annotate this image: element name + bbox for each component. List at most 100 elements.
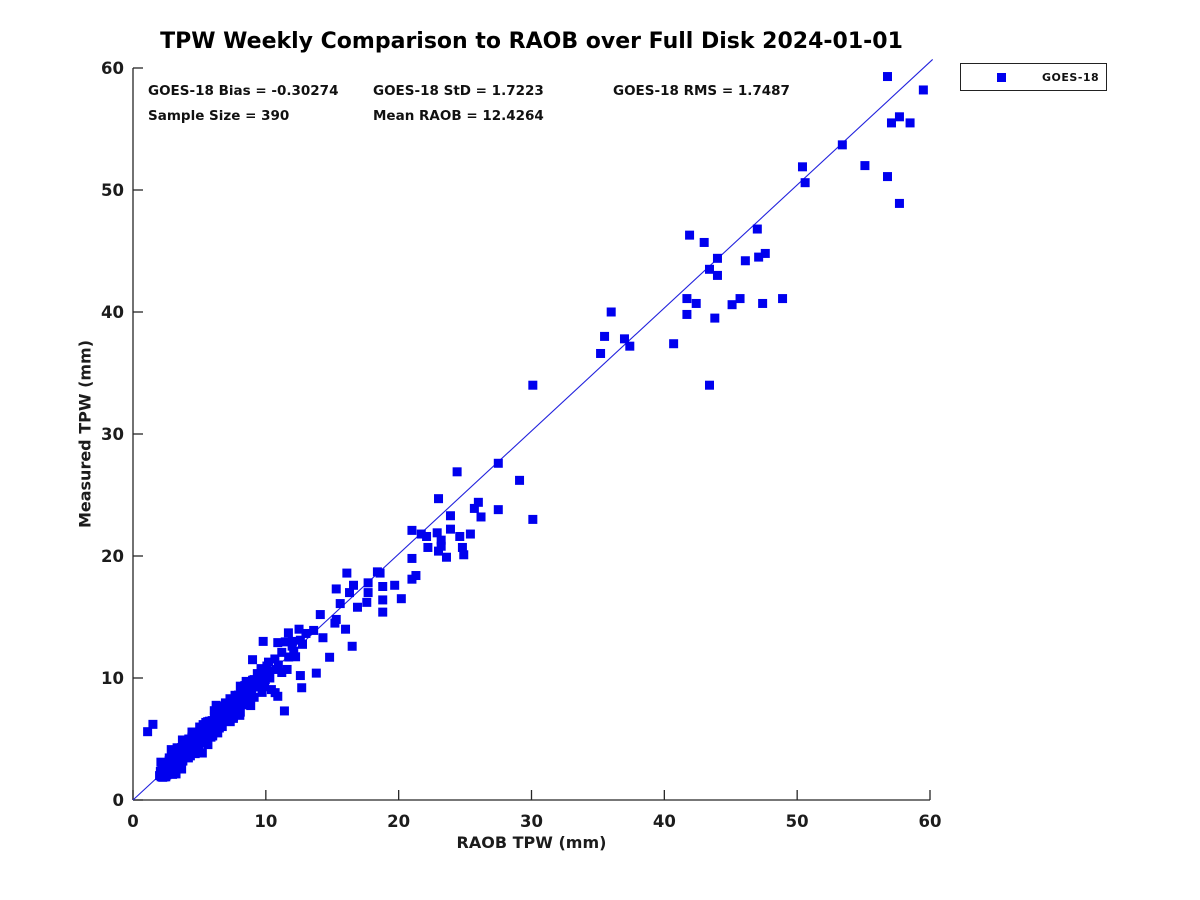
data-point-marker [515,475,525,485]
data-point-marker [235,710,245,720]
data-point-marker [222,715,232,725]
data-point-marker [209,706,219,716]
axes: 0 10 20 30 40 50 60 0 10 20 30 40 50 60 [101,59,941,831]
data-point-marker [166,745,176,755]
data-point-marker [176,758,186,768]
data-point-marker [173,747,183,757]
data-point-marker [600,331,610,341]
data-point-marker [287,641,297,651]
data-point-marker [699,237,709,247]
data-point-marker [345,588,355,598]
data-point-marker [740,256,750,266]
data-point-marker [445,524,455,534]
data-point-marker [416,529,426,539]
data-point-marker [493,505,503,515]
data-point-marker [528,514,538,524]
legend-marker-icon [997,72,1006,82]
data-point-marker [236,687,246,697]
data-point-marker [407,553,417,563]
data-point-marker [273,660,283,670]
chart-title: TPW Weekly Comparison to RAOB over Full … [160,29,903,54]
data-point-marker [432,528,442,538]
data-point-marker [894,198,904,208]
data-point-marker [197,748,207,758]
data-point-marker [277,647,287,657]
data-point-marker [265,673,275,683]
data-point-marker [204,723,214,733]
data-point-marker [457,542,467,552]
y-tick-label: 50 [101,181,124,200]
data-point-marker [318,633,328,643]
data-point-marker [224,702,234,712]
data-point-marker [422,531,432,541]
data-point-marker [710,313,720,323]
data-point-marker [758,298,768,308]
data-point-marker [232,697,242,707]
data-point-marker [682,294,692,304]
data-point-marker [455,531,465,541]
stat-rms: GOES-18 RMS = 1.7487 [613,83,790,99]
data-point-marker [190,740,200,750]
data-point-marker [682,309,692,319]
x-tick-label: 10 [254,812,277,831]
data-point-marker [169,753,179,763]
data-point-marker [256,664,266,674]
data-point-marker [325,652,335,662]
data-point-marker [258,636,268,646]
data-point-marker [148,719,158,729]
legend-label: GOES-18 [1042,70,1100,84]
data-point-marker [187,727,197,737]
data-point-marker [297,683,307,693]
data-point-marker [459,550,469,560]
data-point-marker [894,112,904,122]
data-point-marker [143,727,153,737]
data-point-marker [156,757,166,767]
data-point-marker [203,740,213,750]
data-point-marker [241,676,251,686]
data-point-marker [378,607,388,617]
y-tick-label: 30 [101,425,124,444]
data-point-marker [213,728,223,738]
data-point-marker [260,675,270,685]
data-point-marker [184,745,194,755]
data-point-marker [390,580,400,590]
data-point-marker [248,655,258,665]
data-point-marker [473,497,483,507]
data-point-marker [860,161,870,171]
data-point-marker [180,738,190,748]
data-point-marker [253,682,263,692]
data-point-marker [476,512,486,522]
data-point-marker [493,458,503,468]
data-point-marker [215,715,225,725]
x-tick-label: 50 [786,812,809,831]
x-tick-label: 60 [919,812,942,831]
data-point-marker [352,602,362,612]
data-point-marker [712,253,722,263]
data-point-marker [170,760,180,770]
data-point-marker [436,535,446,545]
data-point-marker [378,582,388,591]
x-tick-label: 0 [127,812,138,831]
data-point-marker [691,298,701,308]
data-point-marker [194,730,204,740]
data-point-marker [284,652,294,662]
data-point-marker [606,307,616,317]
data-point-marker [291,652,301,662]
data-point-marker [760,248,770,258]
y-tick-label: 40 [101,303,124,322]
data-point-marker [190,745,200,755]
data-point-marker [257,687,267,697]
data-point-marker [596,348,606,358]
data-point-marker [800,178,810,188]
data-point-marker [882,172,892,182]
data-point-marker [239,696,249,706]
data-point-marker [311,668,321,678]
data-point-marker [287,636,297,646]
data-point-marker [797,162,807,172]
data-point-marker [249,692,259,702]
data-point-marker [669,339,679,349]
data-point-marker [704,264,714,274]
data-point-marker [685,230,695,240]
data-point-marker [331,614,341,624]
